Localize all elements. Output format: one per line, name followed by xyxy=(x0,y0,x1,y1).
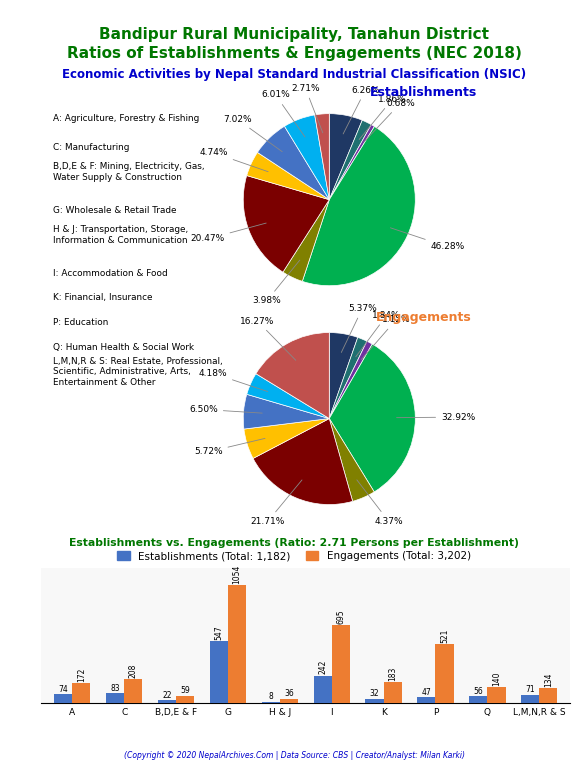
Wedge shape xyxy=(256,333,329,419)
Bar xyxy=(332,625,350,703)
Text: K: Financial, Insurance: K: Financial, Insurance xyxy=(53,293,152,303)
Text: B,D,E & F: Mining, Electricity, Gas,
Water Supply & Construction: B,D,E & F: Mining, Electricity, Gas, Wat… xyxy=(53,162,205,182)
Text: 74: 74 xyxy=(58,685,68,694)
Wedge shape xyxy=(258,126,329,200)
Bar xyxy=(262,702,280,703)
Bar xyxy=(521,695,539,703)
Text: 695: 695 xyxy=(336,609,345,624)
Text: 1054: 1054 xyxy=(232,564,242,584)
Bar xyxy=(228,584,246,703)
Text: 16.27%: 16.27% xyxy=(240,316,296,360)
Text: Engagements: Engagements xyxy=(376,311,471,324)
Text: 20.47%: 20.47% xyxy=(191,223,266,243)
Text: Establishments vs. Engagements (Ratio: 2.71 Persons per Establishment): Establishments vs. Engagements (Ratio: 2… xyxy=(69,538,519,548)
Text: 3.98%: 3.98% xyxy=(252,260,300,305)
Text: C: Manufacturing: C: Manufacturing xyxy=(53,143,129,152)
Bar xyxy=(469,697,487,703)
Text: 22: 22 xyxy=(162,690,172,700)
Text: 521: 521 xyxy=(440,629,449,644)
Bar xyxy=(383,682,402,703)
Wedge shape xyxy=(329,337,367,419)
Text: I: Accommodation & Food: I: Accommodation & Food xyxy=(53,269,168,278)
Bar xyxy=(210,641,228,703)
Text: 47: 47 xyxy=(422,688,431,697)
Bar xyxy=(313,676,332,703)
Wedge shape xyxy=(285,115,329,200)
Text: L,M,N,R & S: Real Estate, Professional,
Scientific, Administrative, Arts,
Entert: L,M,N,R & S: Real Estate, Professional, … xyxy=(53,357,223,386)
Wedge shape xyxy=(329,333,358,419)
Text: 242: 242 xyxy=(318,660,327,674)
Wedge shape xyxy=(247,152,329,200)
Text: 6.26%: 6.26% xyxy=(343,85,380,134)
Text: Establishments: Establishments xyxy=(370,86,477,99)
Text: 5.37%: 5.37% xyxy=(341,304,377,353)
Wedge shape xyxy=(315,114,329,200)
Bar xyxy=(365,699,383,703)
Wedge shape xyxy=(283,200,329,281)
Text: 32: 32 xyxy=(370,690,379,698)
Bar xyxy=(539,687,557,703)
Wedge shape xyxy=(243,394,329,429)
Text: Q: Human Health & Social Work: Q: Human Health & Social Work xyxy=(53,343,194,352)
Text: A: Agriculture, Forestry & Fishing: A: Agriculture, Forestry & Fishing xyxy=(53,114,199,123)
Text: 4.18%: 4.18% xyxy=(198,369,268,392)
Bar xyxy=(106,694,124,703)
Text: Ratios of Establishments & Engagements (NEC 2018): Ratios of Establishments & Engagements (… xyxy=(66,46,522,61)
Wedge shape xyxy=(244,419,329,458)
Text: (Copyright © 2020 NepalArchives.Com | Data Source: CBS | Creator/Analyst: Milan : (Copyright © 2020 NepalArchives.Com | Da… xyxy=(123,751,465,760)
Text: 71: 71 xyxy=(525,685,535,694)
Text: 208: 208 xyxy=(129,664,138,678)
Text: 134: 134 xyxy=(544,672,553,687)
Legend: Establishments (Total: 1,182), Engagements (Total: 3,202): Establishments (Total: 1,182), Engagemen… xyxy=(113,548,475,565)
Text: 83: 83 xyxy=(111,684,120,693)
Bar xyxy=(436,644,453,703)
Text: 1.86%: 1.86% xyxy=(359,94,407,140)
Bar xyxy=(54,694,72,703)
Text: 6.01%: 6.01% xyxy=(261,91,305,137)
Text: 4.74%: 4.74% xyxy=(199,148,268,172)
Text: 1.84%: 1.84% xyxy=(356,311,401,357)
Text: 21.71%: 21.71% xyxy=(250,480,302,526)
Text: 56: 56 xyxy=(473,687,483,696)
Bar xyxy=(72,684,91,703)
Text: 5.72%: 5.72% xyxy=(194,439,265,456)
Bar xyxy=(158,700,176,703)
Wedge shape xyxy=(243,176,329,272)
Text: H & J: Transportation, Storage,
Information & Communication: H & J: Transportation, Storage, Informat… xyxy=(53,225,188,245)
Text: 59: 59 xyxy=(181,687,190,696)
Wedge shape xyxy=(329,341,372,419)
Text: Bandipur Rural Municipality, Tanahun District: Bandipur Rural Municipality, Tanahun Dis… xyxy=(99,27,489,42)
Wedge shape xyxy=(329,124,375,200)
Wedge shape xyxy=(302,127,415,286)
Text: 6.50%: 6.50% xyxy=(189,405,262,414)
Text: G: Wholesale & Retail Trade: G: Wholesale & Retail Trade xyxy=(53,206,176,215)
Text: 32.92%: 32.92% xyxy=(396,412,475,422)
Text: 547: 547 xyxy=(215,626,223,641)
Bar xyxy=(176,696,194,703)
Text: 172: 172 xyxy=(77,668,86,682)
Text: 8: 8 xyxy=(268,692,273,701)
Wedge shape xyxy=(329,114,362,200)
Text: 2.71%: 2.71% xyxy=(291,84,323,133)
Bar xyxy=(280,699,298,703)
Bar xyxy=(124,680,142,703)
Text: 1.12%: 1.12% xyxy=(362,316,410,359)
Text: 7.02%: 7.02% xyxy=(223,114,282,151)
Wedge shape xyxy=(247,374,329,419)
Text: Economic Activities by Nepal Standard Industrial Classification (NSIC): Economic Activities by Nepal Standard In… xyxy=(62,68,526,81)
Bar xyxy=(487,687,506,703)
Bar xyxy=(417,697,436,703)
Text: 0.68%: 0.68% xyxy=(364,99,415,142)
Text: 183: 183 xyxy=(388,667,397,681)
Wedge shape xyxy=(329,121,371,200)
Text: 46.28%: 46.28% xyxy=(390,228,465,251)
Text: 36: 36 xyxy=(284,689,294,698)
Text: 4.37%: 4.37% xyxy=(357,480,403,525)
Text: 140: 140 xyxy=(492,671,501,686)
Wedge shape xyxy=(253,419,353,505)
Wedge shape xyxy=(329,344,415,492)
Text: P: Education: P: Education xyxy=(53,318,108,327)
Wedge shape xyxy=(329,419,374,502)
